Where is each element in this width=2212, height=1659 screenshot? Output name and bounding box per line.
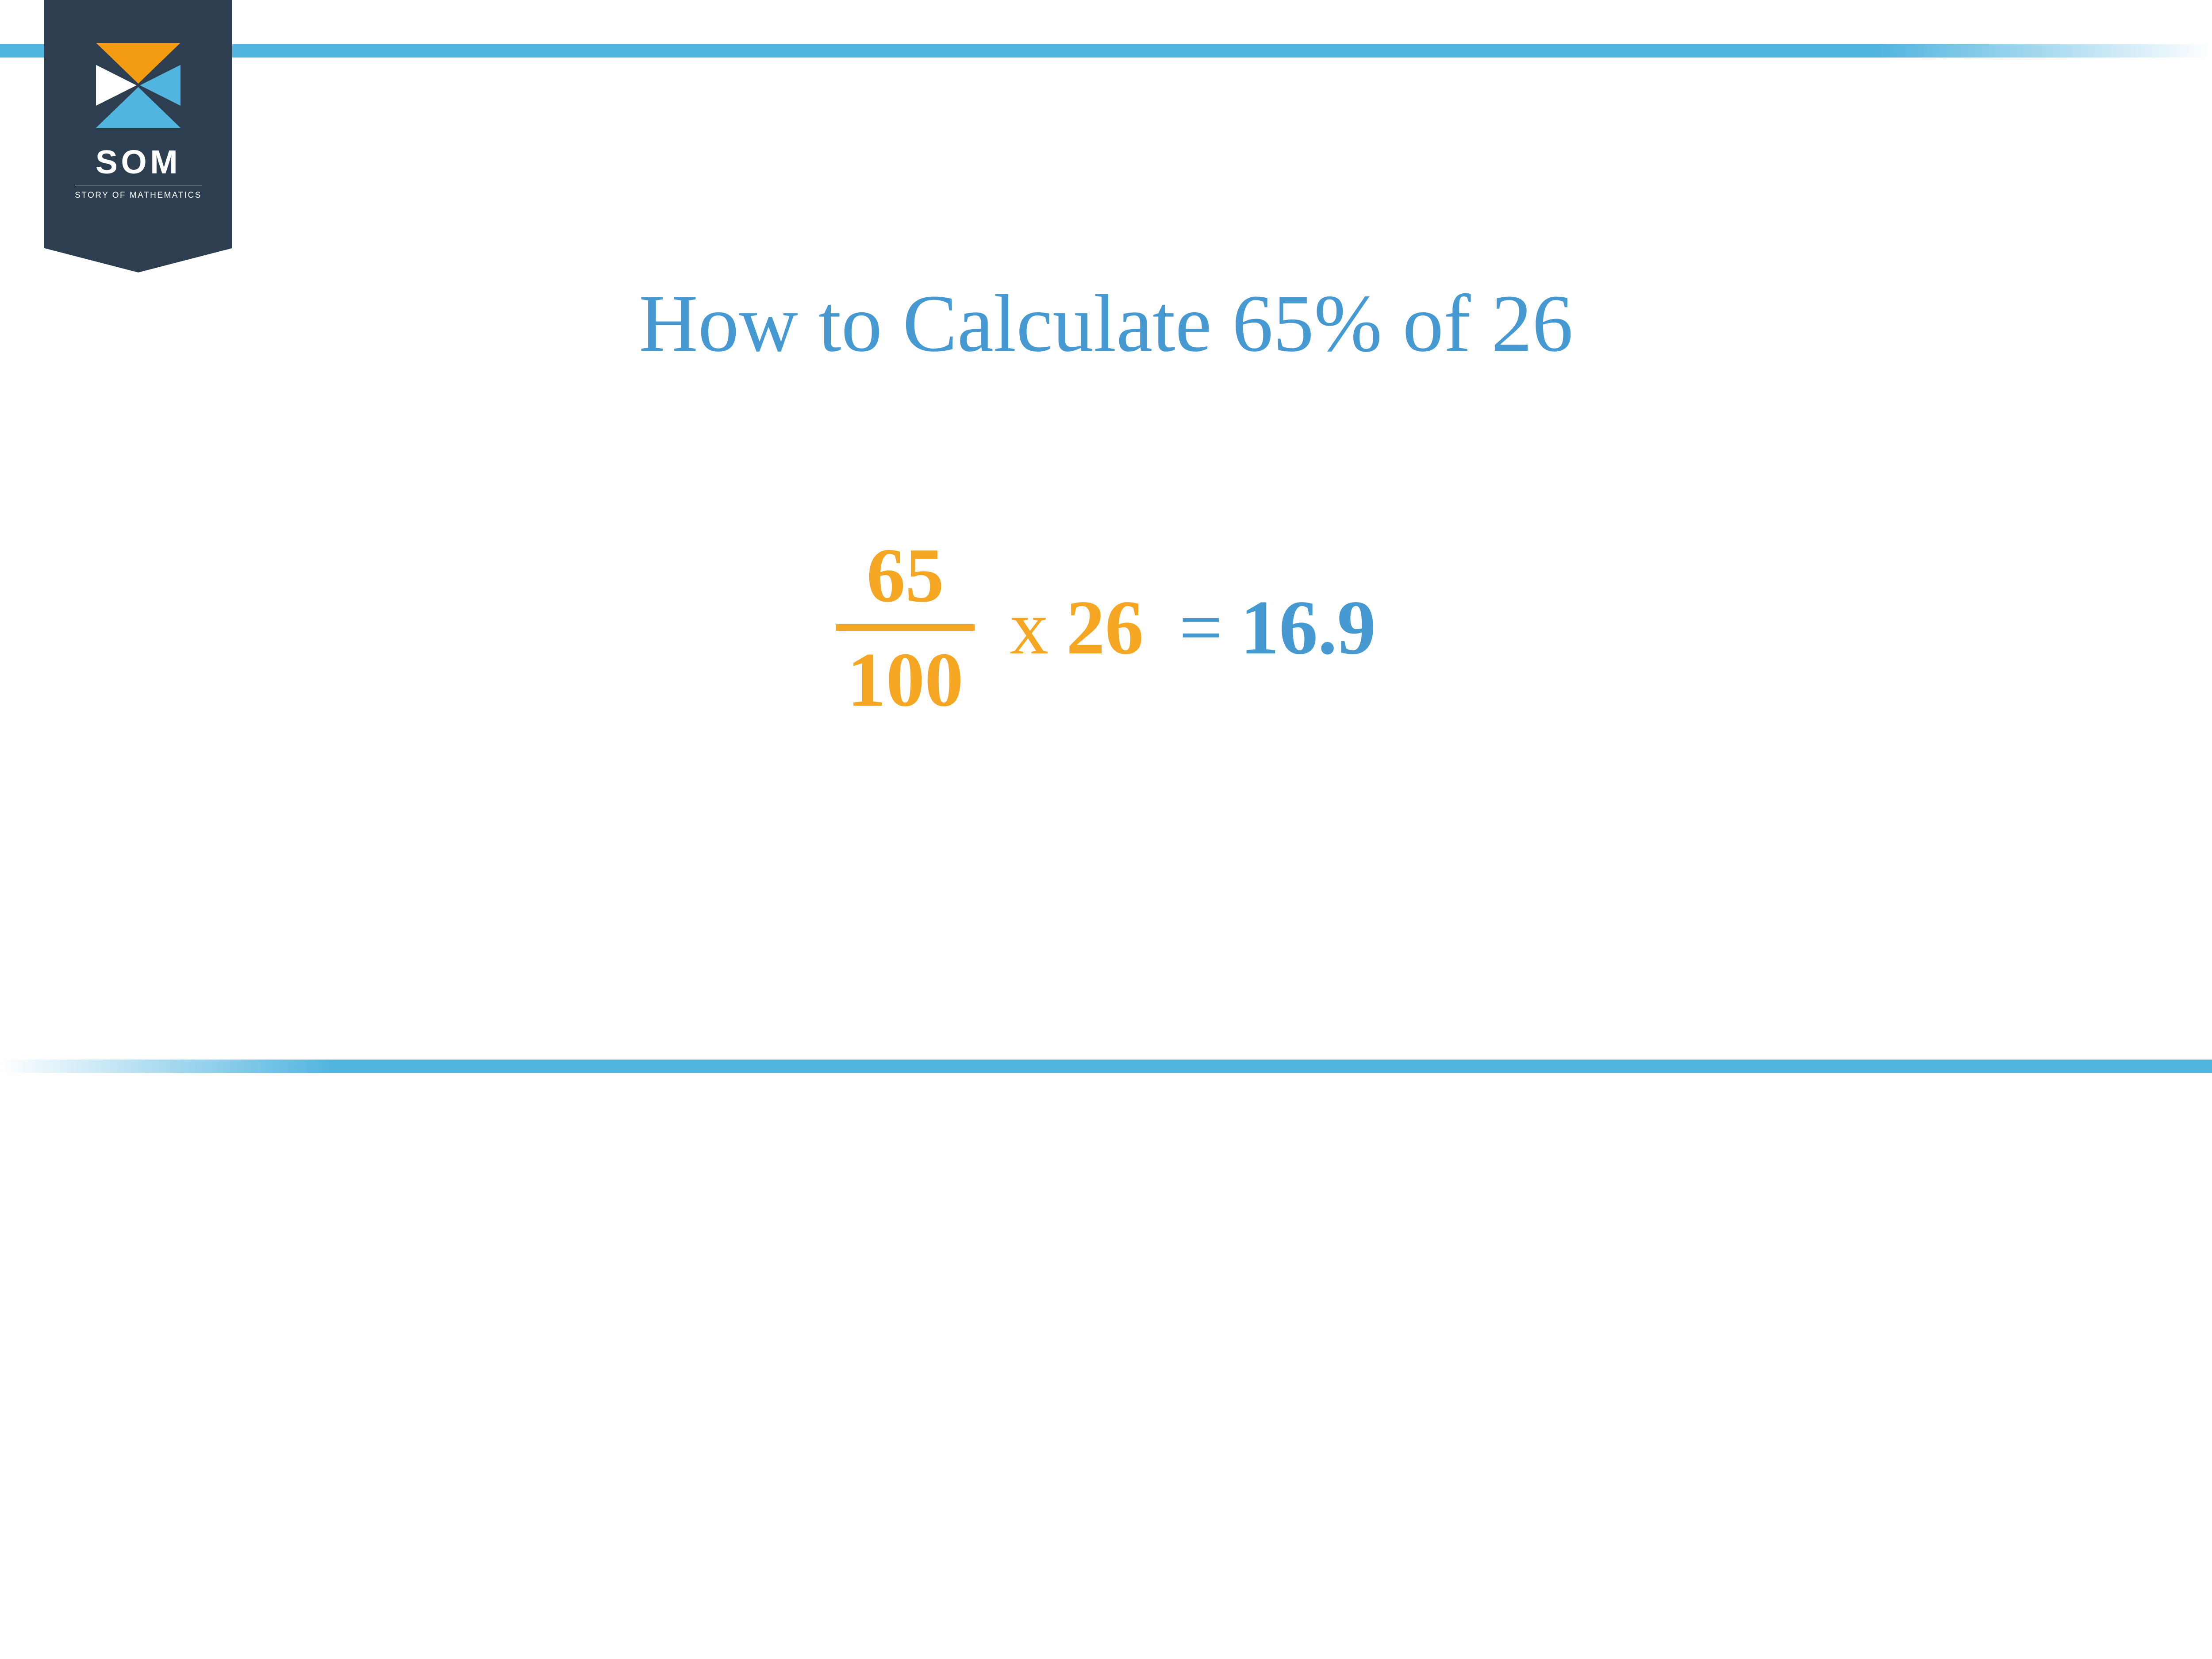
result: 16.9 xyxy=(1240,583,1376,672)
bottom-border xyxy=(0,1060,2212,1073)
multiplier: 26 xyxy=(1066,583,1144,672)
equation-container: 65 100 x 26 = 16.9 xyxy=(0,531,2212,724)
logo-text: SOM xyxy=(96,143,181,181)
numerator: 65 xyxy=(856,531,955,620)
logo-icon xyxy=(96,43,180,128)
logo-notch xyxy=(44,224,232,273)
som-logo-badge: SOM STORY OF MATHEMATICS xyxy=(44,0,232,243)
infographic-container: SOM STORY OF MATHEMATICS How to Calculat… xyxy=(0,0,2212,1106)
fraction: 65 100 xyxy=(836,531,975,724)
denominator: 100 xyxy=(836,635,975,724)
multiply-symbol: x xyxy=(1010,583,1049,672)
page-title: How to Calculate 65% of 26 xyxy=(0,276,2212,371)
logo-subtitle: STORY OF MATHEMATICS xyxy=(75,185,202,201)
fraction-bar xyxy=(836,624,975,631)
top-border xyxy=(0,44,2212,58)
equals-symbol: = xyxy=(1179,583,1223,672)
